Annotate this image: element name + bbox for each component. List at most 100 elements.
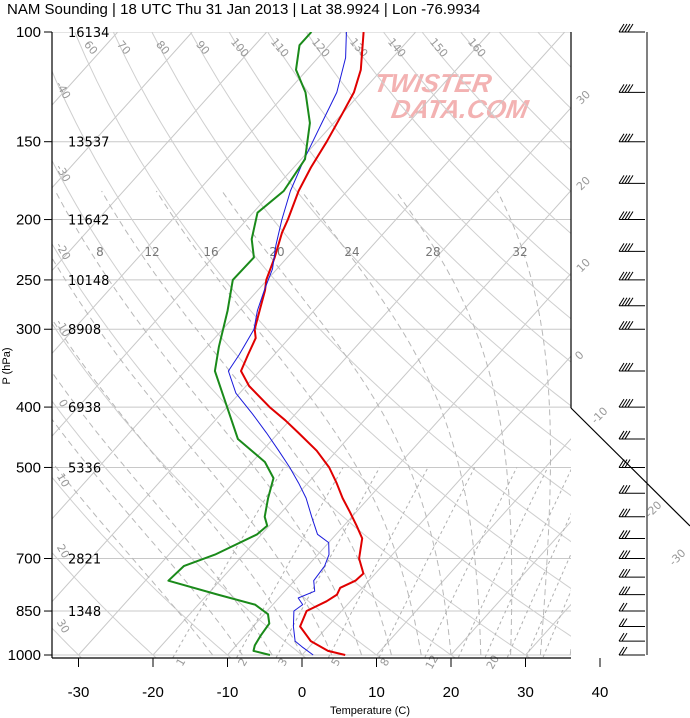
- mixing-ratio-line: [172, 467, 285, 658]
- isotherm-line: [301, 355, 571, 656]
- wind-barb-feather: [621, 362, 628, 372]
- y-tick-label: 100: [16, 24, 41, 41]
- isotherm-line: [78, 107, 571, 656]
- isotherm-line: [52, 32, 566, 603]
- wind-barb-feather: [624, 550, 631, 559]
- wind-barb-feather: [618, 550, 625, 559]
- mixing-ratio-label: 16: [203, 245, 218, 259]
- dry-adiabat-label: -30: [53, 162, 73, 184]
- dry-adiabat-line: [305, 32, 571, 320]
- moist-adiabat-line: [301, 190, 482, 655]
- wind-barb-feather: [627, 362, 634, 372]
- x-tick-label: -30: [68, 684, 90, 701]
- wind-barb-feather: [618, 632, 625, 642]
- moist-adiabat-line: [52, 418, 243, 656]
- wind-barb-feather: [624, 430, 631, 440]
- x-tick-label: 40: [592, 684, 609, 701]
- wind-barb-feather: [624, 586, 631, 595]
- dry-adiabat-label: -20: [53, 240, 73, 262]
- y-tick-label: 150: [16, 134, 41, 151]
- mixing-ratio-line: [457, 467, 549, 658]
- isotherm-line: [450, 520, 571, 656]
- height-labels: 16134 13537 11642 10148 8908 6938 5336 2821 1348: [68, 26, 109, 620]
- isotherm-line: [52, 32, 342, 355]
- wind-barb-feather: [618, 430, 625, 440]
- isotherm-line: [376, 438, 571, 656]
- dry-adiabat-label: 30: [574, 88, 593, 107]
- wind-barb-feather: [618, 297, 625, 306]
- dry-adiabat-label: -40: [53, 79, 73, 101]
- wind-barb-feather: [621, 175, 628, 184]
- wind-barb-feather: [618, 646, 625, 656]
- wind-barb-feather: [624, 484, 631, 494]
- wind-barb-feather: [618, 618, 625, 627]
- plot-frame: [51, 32, 690, 659]
- wind-barb-feather: [621, 646, 628, 656]
- wind-barb-feather: [627, 84, 634, 93]
- chart-title: NAM Sounding | 18 UTC Thu 31 Jan 2013 | …: [7, 1, 480, 18]
- wind-barb-feather: [624, 568, 631, 578]
- y-tick-label: 500: [16, 459, 41, 476]
- y-axis-ticks: 100 150 200 250 300 400 500 700 850 1000: [8, 24, 52, 664]
- isotherm-label: 110: [268, 36, 291, 60]
- wind-barb-feather: [624, 271, 631, 281]
- height-label: 8908: [68, 323, 101, 338]
- wind-barb-feather: [624, 23, 631, 33]
- isotherm-line: [227, 272, 571, 656]
- wind-barb-feather: [621, 618, 628, 627]
- dry-adiabat-line: [52, 476, 232, 658]
- wind-barb-feather: [621, 550, 628, 559]
- dry-adiabat-line: [74, 32, 571, 590]
- wind-barb-feather: [621, 508, 628, 518]
- mixing-ratio-line: [542, 589, 571, 658]
- height-label: 6938: [68, 401, 101, 416]
- wind-barb-feather: [624, 508, 631, 518]
- dry-adiabat-label: 30: [54, 617, 72, 636]
- moist-adiabat-line: [155, 190, 422, 656]
- wind-barb-feather: [624, 133, 631, 142]
- mixing-ratio-label: 24: [344, 245, 359, 259]
- wind-barb-feather: [621, 84, 628, 93]
- wind-barb-feather: [621, 320, 628, 330]
- mixing-ratio-line: [327, 467, 429, 658]
- dry-adiabat-line: [0, 4, 17, 669]
- wind-barb-feather: [621, 459, 628, 468]
- y-tick-label: 1000: [8, 647, 41, 664]
- moist-adiabat-line: [221, 190, 452, 656]
- dry-adiabat-label: -10: [589, 405, 611, 427]
- wind-barb-feather: [618, 398, 625, 408]
- wind-barb-feather: [618, 459, 625, 468]
- x-tick-label: 30: [517, 684, 534, 701]
- x-tick-label: -10: [217, 684, 239, 701]
- wind-barb-feather: [627, 320, 634, 330]
- watermark-line-2: DATA.COM: [389, 94, 532, 124]
- parcel-trace: [227, 32, 347, 656]
- wind-barb-feather: [621, 602, 628, 612]
- height-label: 11642: [68, 214, 109, 229]
- mixing-ratio-label: 28: [425, 245, 440, 259]
- wind-barb-feather: [627, 23, 634, 33]
- wind-barb-feather: [618, 586, 625, 595]
- wind-barb-feather: [624, 243, 631, 252]
- dry-adiabat-line: [151, 32, 571, 497]
- wind-barb-feather: [618, 271, 625, 281]
- wind-barb-feather: [627, 297, 634, 306]
- wind-barb-feather: [621, 586, 628, 595]
- dry-adiabat-label: 0: [572, 348, 586, 362]
- dry-adiabat-line: [267, 32, 571, 363]
- wind-barb-feather: [618, 243, 625, 252]
- isotherm-label: 100: [228, 36, 251, 60]
- dry-adiabat-line: [52, 69, 571, 637]
- wind-barb-feather: [627, 398, 634, 408]
- isotherm-label: 150: [427, 36, 450, 60]
- dry-adiabat-line: [52, 552, 157, 658]
- dry-adiabat-line: [663, 4, 690, 669]
- wind-barb-feather: [624, 211, 631, 220]
- dry-adiabat-line: [112, 32, 571, 543]
- wind-barb-feather: [624, 175, 631, 184]
- wind-barb-feather: [621, 530, 628, 539]
- dry-adiabat-label: 10: [574, 256, 593, 275]
- dry-adiabat-label: 20: [574, 174, 593, 193]
- wind-barb-feather: [618, 602, 625, 612]
